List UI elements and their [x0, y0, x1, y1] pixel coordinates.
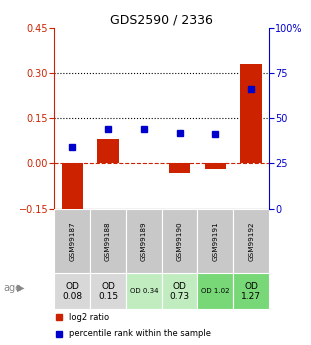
Bar [205, 164, 226, 169]
Bar [240, 64, 262, 164]
Text: GSM99192: GSM99192 [248, 221, 254, 261]
Text: OD 1.02: OD 1.02 [201, 288, 230, 294]
Bar [162, 273, 197, 309]
Title: GDS2590 / 2336: GDS2590 / 2336 [110, 13, 213, 27]
Bar [54, 273, 90, 309]
Bar [126, 209, 162, 273]
Text: OD
0.73: OD 0.73 [169, 282, 190, 300]
Bar [126, 273, 162, 309]
Bar [97, 139, 119, 164]
Bar [162, 209, 197, 273]
Text: OD
0.15: OD 0.15 [98, 282, 118, 300]
Bar [54, 209, 90, 273]
Text: log2 ratio: log2 ratio [69, 313, 109, 322]
Bar [197, 273, 233, 309]
Text: OD
1.27: OD 1.27 [241, 282, 261, 300]
Bar [233, 209, 269, 273]
Text: GSM99187: GSM99187 [69, 221, 75, 261]
Text: OD
0.08: OD 0.08 [62, 282, 82, 300]
Text: percentile rank within the sample: percentile rank within the sample [69, 329, 211, 338]
Bar [169, 164, 190, 172]
Text: age: age [3, 283, 21, 293]
Bar [90, 209, 126, 273]
Text: GSM99191: GSM99191 [212, 221, 218, 261]
Text: ▶: ▶ [17, 283, 25, 293]
Bar [197, 209, 233, 273]
Text: OD 0.34: OD 0.34 [130, 288, 158, 294]
Text: GSM99190: GSM99190 [177, 221, 183, 261]
Bar [233, 273, 269, 309]
Text: GSM99189: GSM99189 [141, 221, 147, 261]
Bar [90, 273, 126, 309]
Text: GSM99188: GSM99188 [105, 221, 111, 261]
Bar [62, 164, 83, 218]
